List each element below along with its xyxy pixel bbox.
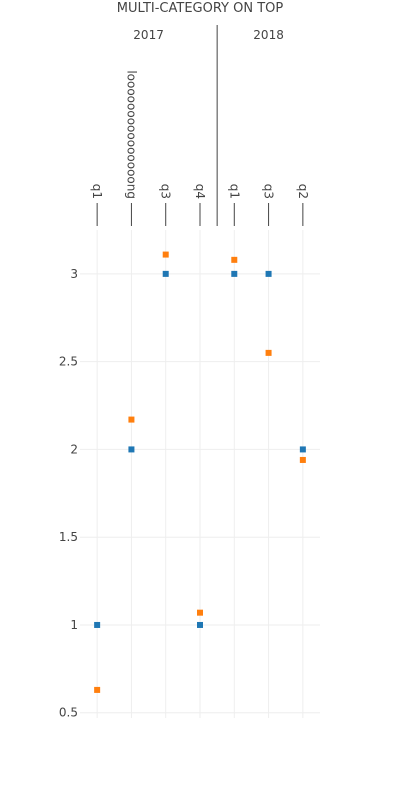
chart-title: MULTI-CATEGORY ON TOP	[117, 1, 284, 16]
x-axis: q1 looooooooooooooong q3 q4 2017 q1 q3 q2 2018	[90, 25, 310, 226]
y-tick-label: 2.5	[59, 355, 78, 369]
data-point	[231, 270, 238, 277]
data-point	[265, 349, 272, 356]
x-tick-label: q3	[262, 184, 276, 199]
y-tick-label: 1	[70, 618, 78, 632]
x-group-label: 2017	[133, 28, 164, 42]
data-points	[94, 251, 306, 693]
data-point	[197, 609, 203, 616]
x-tick-label: q2	[296, 184, 310, 199]
x-tick-label: looooooooooooooong	[124, 70, 138, 199]
x-tick-label: q1	[90, 184, 104, 199]
y-tick-label: 2	[70, 442, 78, 456]
data-point	[197, 621, 203, 628]
data-point	[162, 251, 169, 258]
grid	[80, 230, 320, 718]
x-group-label: 2018	[253, 28, 284, 42]
x-tick-label: q3	[159, 184, 173, 199]
data-point	[299, 456, 306, 463]
data-point	[128, 446, 135, 453]
y-axis: 0.5 1 1.5 2 2.5 3	[59, 267, 78, 720]
y-tick-label: 0.5	[59, 706, 78, 720]
x-tick-label: q1	[227, 184, 241, 199]
data-point	[94, 621, 101, 628]
y-tick-label: 3	[70, 267, 78, 281]
data-point	[265, 270, 272, 277]
y-tick-label: 1.5	[59, 530, 78, 544]
data-point	[94, 686, 101, 693]
data-point	[299, 446, 306, 453]
data-point	[128, 416, 135, 423]
data-point	[231, 256, 238, 263]
x-tick-label: q4	[193, 184, 207, 199]
data-point	[162, 270, 169, 277]
